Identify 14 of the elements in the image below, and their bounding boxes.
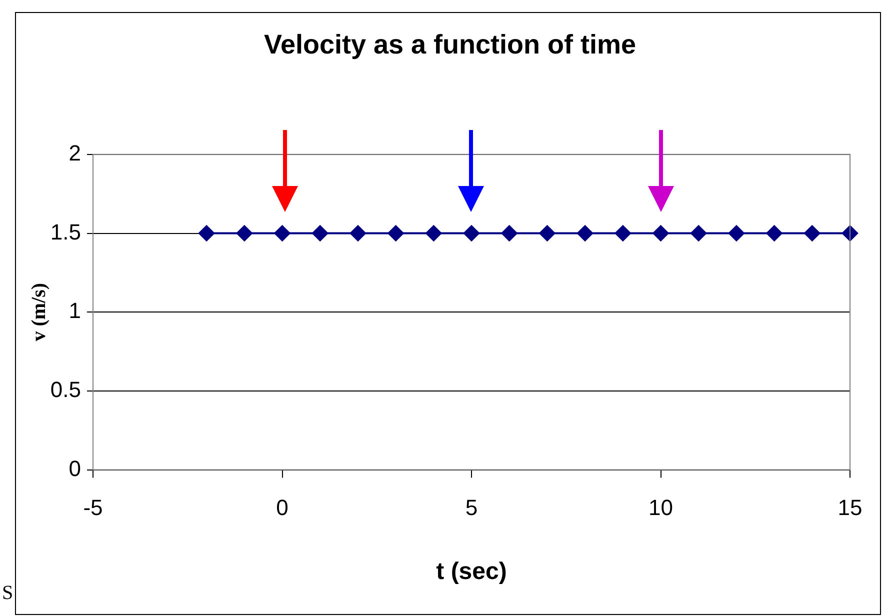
x-tick-label: 0: [276, 495, 288, 520]
x-axis-title: t (sec): [436, 558, 507, 586]
y-tick-label: 2: [68, 140, 81, 166]
y-axis-title: v (m/s): [28, 282, 50, 342]
x-tick-label: 5: [465, 495, 478, 520]
y-tick-label: 0: [68, 456, 81, 481]
x-tick-label: 10: [648, 495, 673, 520]
text: S: [2, 582, 14, 605]
y-tick-label: 1: [68, 298, 81, 324]
y-tick-label: 0.5: [50, 377, 81, 402]
y-tick-label: 1.5: [50, 219, 81, 244]
x-tick-label: 15: [838, 495, 862, 520]
chart-title: Velocity as a function of time: [264, 30, 636, 60]
x-tick-label: -5: [83, 495, 103, 520]
